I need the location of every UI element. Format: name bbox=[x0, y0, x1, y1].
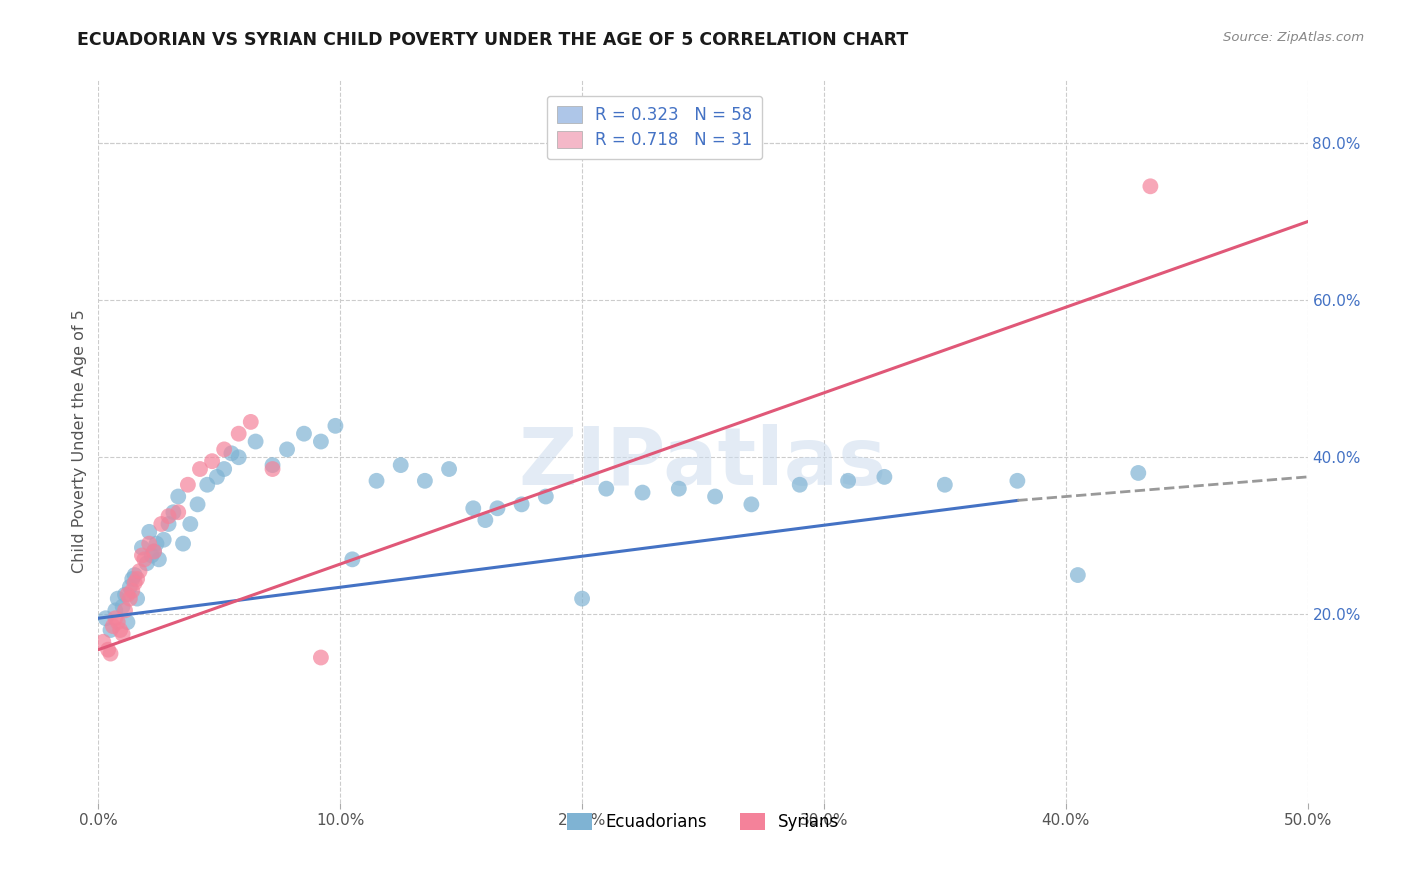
Point bbox=[172, 536, 194, 550]
Point bbox=[138, 536, 160, 550]
Point bbox=[188, 462, 211, 476]
Point bbox=[145, 536, 167, 550]
Point bbox=[704, 490, 727, 504]
Point bbox=[111, 627, 134, 641]
Text: ZIPatlas: ZIPatlas bbox=[519, 425, 887, 502]
Point bbox=[668, 482, 690, 496]
Point bbox=[114, 603, 136, 617]
Point bbox=[100, 623, 122, 637]
Point bbox=[262, 458, 284, 472]
Point bbox=[187, 497, 209, 511]
Point bbox=[474, 513, 496, 527]
Point bbox=[121, 572, 143, 586]
Point bbox=[837, 474, 859, 488]
Point bbox=[309, 650, 332, 665]
Point bbox=[325, 418, 347, 433]
Point bbox=[262, 462, 284, 476]
Y-axis label: Child Poverty Under the Age of 5: Child Poverty Under the Age of 5 bbox=[72, 310, 87, 574]
Point bbox=[135, 556, 157, 570]
Point bbox=[143, 544, 166, 558]
Point bbox=[143, 544, 166, 558]
Point bbox=[366, 474, 388, 488]
Point bbox=[111, 599, 134, 614]
Point bbox=[100, 647, 122, 661]
Point bbox=[94, 611, 117, 625]
Point bbox=[127, 591, 149, 606]
Point bbox=[177, 477, 200, 491]
Point bbox=[134, 552, 156, 566]
Point bbox=[127, 572, 149, 586]
Point bbox=[118, 580, 141, 594]
Point bbox=[212, 462, 235, 476]
Point bbox=[97, 642, 120, 657]
Point bbox=[292, 426, 315, 441]
Point bbox=[131, 541, 153, 555]
Point bbox=[152, 533, 174, 547]
Point bbox=[104, 603, 127, 617]
Point bbox=[124, 568, 146, 582]
Point bbox=[117, 588, 139, 602]
Point bbox=[141, 549, 163, 563]
Point bbox=[167, 490, 190, 504]
Point bbox=[631, 485, 654, 500]
Point bbox=[157, 509, 180, 524]
Point bbox=[1139, 179, 1161, 194]
Text: ECUADORIAN VS SYRIAN CHILD POVERTY UNDER THE AGE OF 5 CORRELATION CHART: ECUADORIAN VS SYRIAN CHILD POVERTY UNDER… bbox=[77, 31, 908, 49]
Point bbox=[437, 462, 460, 476]
Point bbox=[150, 516, 173, 531]
Point bbox=[131, 549, 153, 563]
Point bbox=[162, 505, 184, 519]
Legend: Ecuadorians, Syrians: Ecuadorians, Syrians bbox=[560, 806, 846, 838]
Point bbox=[195, 477, 218, 491]
Point bbox=[228, 450, 250, 465]
Point bbox=[205, 470, 228, 484]
Point bbox=[148, 552, 170, 566]
Point bbox=[179, 516, 201, 531]
Point bbox=[212, 442, 235, 457]
Point bbox=[413, 474, 436, 488]
Point bbox=[118, 591, 141, 606]
Point bbox=[571, 591, 593, 606]
Point bbox=[342, 552, 364, 566]
Point bbox=[201, 454, 224, 468]
Point bbox=[245, 434, 267, 449]
Point bbox=[510, 497, 533, 511]
Point bbox=[534, 490, 557, 504]
Point bbox=[389, 458, 412, 472]
Point bbox=[276, 442, 298, 457]
Point bbox=[124, 575, 146, 590]
Point bbox=[595, 482, 617, 496]
Point bbox=[309, 434, 332, 449]
Point bbox=[121, 583, 143, 598]
Point bbox=[1128, 466, 1150, 480]
Point bbox=[873, 470, 896, 484]
Point bbox=[117, 615, 139, 630]
Point bbox=[789, 477, 811, 491]
Point bbox=[228, 426, 250, 441]
Point bbox=[463, 501, 485, 516]
Point bbox=[108, 623, 131, 637]
Point bbox=[128, 564, 150, 578]
Point bbox=[239, 415, 262, 429]
Point bbox=[221, 446, 243, 460]
Point bbox=[1007, 474, 1029, 488]
Point bbox=[740, 497, 762, 511]
Point bbox=[101, 619, 124, 633]
Point bbox=[157, 516, 180, 531]
Point bbox=[167, 505, 190, 519]
Point bbox=[934, 477, 956, 491]
Point bbox=[104, 611, 127, 625]
Point bbox=[107, 591, 129, 606]
Text: Source: ZipAtlas.com: Source: ZipAtlas.com bbox=[1223, 31, 1364, 45]
Point bbox=[138, 524, 160, 539]
Point bbox=[486, 501, 509, 516]
Point bbox=[114, 588, 136, 602]
Point bbox=[91, 635, 114, 649]
Point bbox=[107, 615, 129, 630]
Point bbox=[1067, 568, 1090, 582]
